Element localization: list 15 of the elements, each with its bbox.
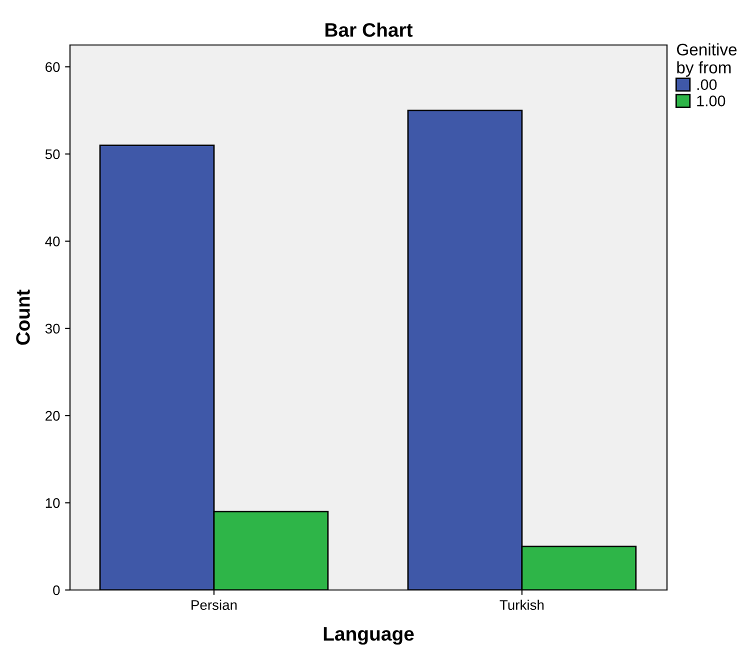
legend-label: 1.00 bbox=[697, 96, 726, 106]
y-tick-label: 60 bbox=[46, 62, 60, 72]
x-tick-label: Turkish bbox=[500, 600, 544, 610]
x-axis-title: Language bbox=[324, 627, 414, 645]
chart-title: Bar Chart bbox=[326, 22, 413, 37]
legend-label: .00 bbox=[697, 79, 717, 90]
y-tick-label: 40 bbox=[45, 236, 60, 246]
y-axis-title: Count bbox=[16, 290, 30, 345]
y-tick-label: 10 bbox=[46, 498, 60, 508]
y-tick-label: 0 bbox=[53, 585, 60, 596]
y-tick-label: 50 bbox=[45, 149, 60, 160]
x-tick-label: Persian bbox=[192, 600, 237, 610]
y-tick-label: 20 bbox=[46, 410, 60, 421]
y-tick-label: 30 bbox=[45, 324, 60, 334]
legend-title: Genitive by from bbox=[677, 43, 737, 77]
